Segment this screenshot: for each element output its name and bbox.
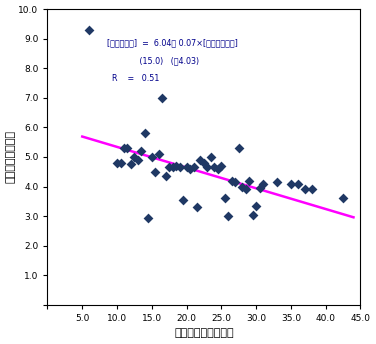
- Point: [236, 145, 242, 151]
- Point: [243, 187, 249, 192]
- Point: [211, 164, 217, 170]
- Point: [201, 160, 207, 165]
- Point: [225, 213, 231, 219]
- Point: [194, 204, 200, 210]
- Point: [253, 203, 259, 208]
- Point: [229, 178, 235, 183]
- Point: [159, 95, 165, 100]
- Point: [156, 151, 162, 157]
- Point: [260, 181, 266, 186]
- Point: [121, 145, 127, 151]
- Point: [218, 163, 224, 169]
- Point: [197, 157, 203, 163]
- Point: [145, 215, 151, 221]
- Point: [170, 164, 176, 170]
- Point: [124, 145, 130, 151]
- Point: [135, 157, 141, 163]
- Text: [完全失業率]  =  6.04－ 0.07×[製造業構成比]: [完全失業率] = 6.04－ 0.07×[製造業構成比]: [107, 39, 238, 47]
- Y-axis label: （％）完全失業率: （％）完全失業率: [6, 130, 15, 183]
- Point: [340, 196, 346, 201]
- Point: [118, 160, 124, 165]
- Text: R    =   0.51: R = 0.51: [107, 74, 159, 83]
- Point: [250, 212, 256, 217]
- Point: [180, 197, 186, 203]
- Point: [309, 187, 315, 192]
- Point: [288, 181, 294, 186]
- Point: [152, 169, 158, 174]
- Text: (15.0)   (－4.03): (15.0) (－4.03): [107, 56, 199, 65]
- Point: [302, 187, 308, 192]
- Point: [149, 154, 155, 160]
- Point: [114, 160, 120, 165]
- Point: [163, 173, 169, 179]
- Point: [191, 164, 197, 170]
- Point: [183, 164, 190, 170]
- X-axis label: 製造業構成比（％）: 製造業構成比（％）: [174, 329, 234, 338]
- Point: [239, 184, 245, 189]
- Point: [142, 130, 148, 136]
- Point: [138, 148, 144, 154]
- Point: [187, 166, 193, 172]
- Point: [295, 181, 301, 186]
- Point: [256, 185, 262, 191]
- Point: [131, 154, 137, 160]
- Point: [246, 178, 252, 183]
- Point: [274, 179, 280, 185]
- Point: [86, 27, 92, 33]
- Point: [177, 164, 183, 170]
- Point: [173, 163, 179, 169]
- Point: [215, 166, 221, 172]
- Point: [222, 196, 228, 201]
- Point: [232, 179, 238, 185]
- Point: [205, 164, 211, 170]
- Point: [128, 162, 134, 167]
- Point: [166, 164, 172, 170]
- Point: [208, 154, 214, 160]
